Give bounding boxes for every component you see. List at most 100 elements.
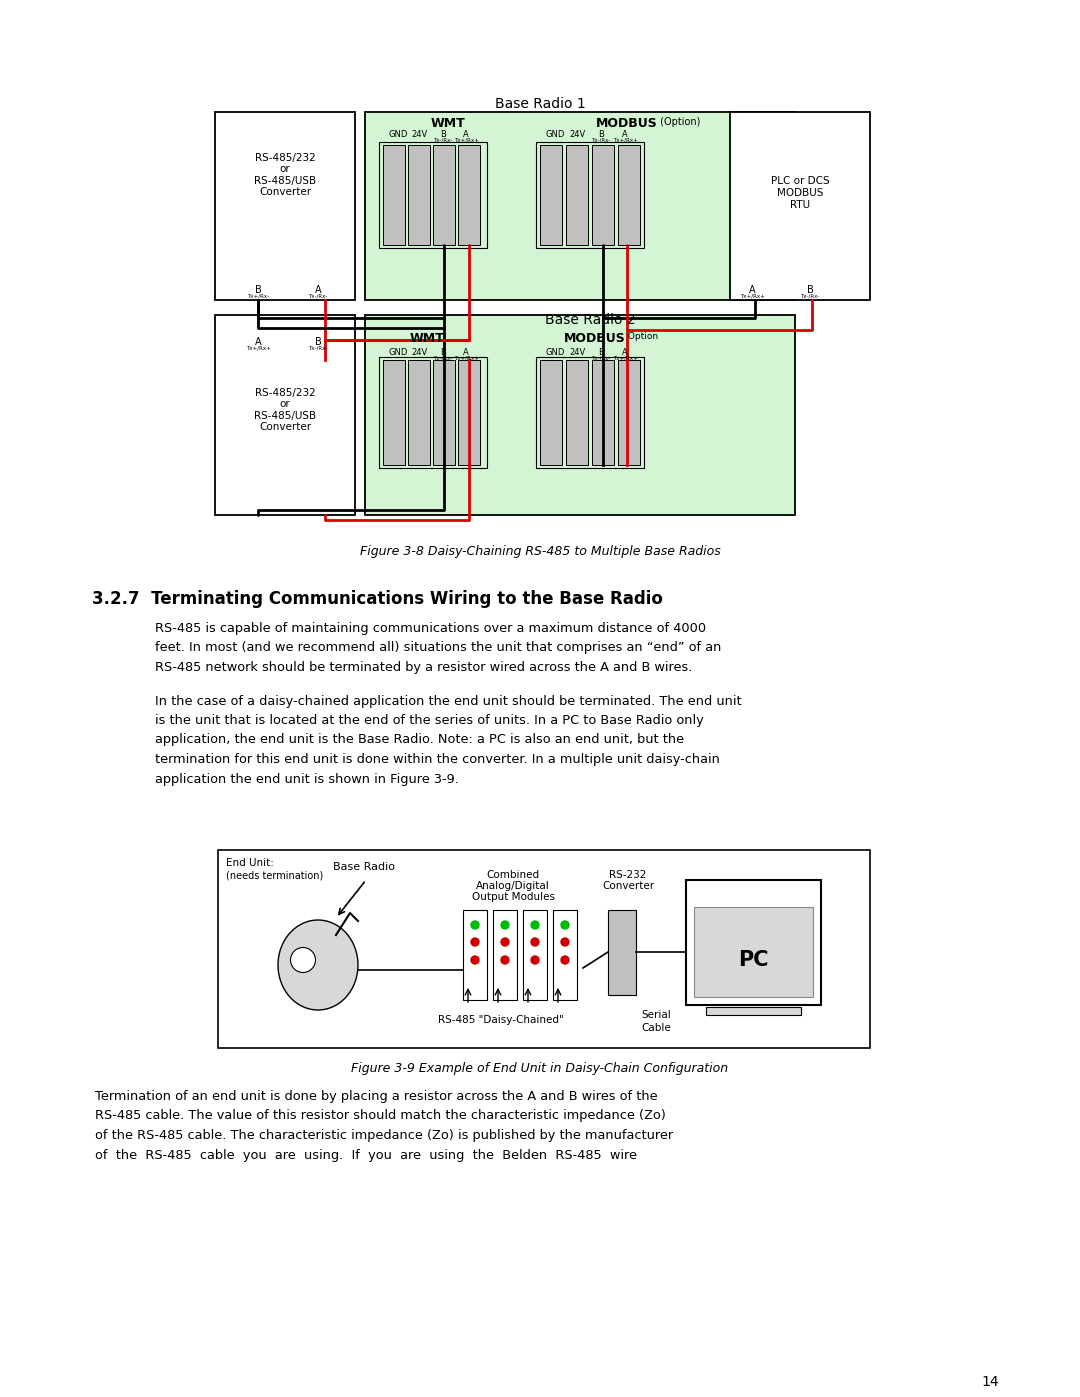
Text: RS-485 cable. The value of this resistor should match the characteristic impedan: RS-485 cable. The value of this resistor… [95,1109,666,1123]
Circle shape [531,956,539,964]
Circle shape [531,937,539,946]
Text: Tx-/Rx-: Tx-/Rx- [592,138,610,142]
Circle shape [471,937,480,946]
Text: (needs termination): (needs termination) [226,870,323,882]
Text: Tx+/Rx+: Tx+/Rx+ [454,356,478,360]
Text: Base Radio 2: Base Radio 2 [545,313,636,327]
Text: B: B [598,348,604,358]
Text: of  the  RS-485  cable  you  are  using.  If  you  are  using  the  Belden  RS-4: of the RS-485 cable you are using. If yo… [95,1148,637,1161]
Bar [463,909,487,1000]
Text: Converter: Converter [602,882,654,891]
Text: WMT: WMT [431,117,465,130]
Text: Tx+/Rx+: Tx+/Rx+ [612,138,637,142]
Bar [566,145,588,244]
Text: RS-485/232
or
RS-485/USB
Converter: RS-485/232 or RS-485/USB Converter [254,152,316,197]
Text: application, the end unit is the Base Radio. Note: a PC is also an end unit, but: application, the end unit is the Base Ra… [156,733,684,746]
Text: B: B [440,130,446,138]
Text: RS-232: RS-232 [609,870,647,880]
Text: Tx-/Rx-: Tx-/Rx- [433,356,453,360]
Bar [215,314,355,515]
Circle shape [561,937,569,946]
Bar [383,360,405,465]
Text: Tx-/Rx-: Tx-/Rx- [308,293,327,298]
Text: GND: GND [389,130,407,138]
Bar [553,909,577,1000]
Text: B: B [440,348,446,358]
Text: B: B [807,285,813,295]
Text: Combined: Combined [486,870,540,880]
Bar [383,145,405,244]
Bar [523,909,546,1000]
Text: A: A [255,337,261,346]
Text: GND: GND [389,348,407,358]
Bar [365,112,795,300]
Bar [686,880,821,1004]
Circle shape [501,956,509,964]
Bar [540,360,562,465]
Ellipse shape [291,947,315,972]
Text: Base Radio: Base Radio [333,862,395,872]
Bar [536,358,644,468]
Text: A: A [463,348,469,358]
Bar [492,909,517,1000]
Text: Tx-/Rx-: Tx-/Rx- [592,356,610,360]
Text: GND: GND [545,348,565,358]
Ellipse shape [278,921,357,1010]
Circle shape [561,921,569,929]
Bar [706,1007,801,1016]
Text: GND: GND [545,130,565,138]
Text: is the unit that is located at the end of the series of units. In a PC to Base R: is the unit that is located at the end o… [156,714,704,726]
Bar [618,360,640,465]
Text: Output Modules: Output Modules [472,893,554,902]
Text: Cable: Cable [642,1023,671,1032]
Text: (Option): (Option) [657,117,700,127]
Text: Base Radio 1: Base Radio 1 [495,96,585,110]
Text: WMT: WMT [409,332,444,345]
Text: Tx+/Rx+: Tx+/Rx+ [612,356,637,360]
Text: Figure 3-8 Daisy-Chaining RS-485 to Multiple Base Radios: Figure 3-8 Daisy-Chaining RS-485 to Mult… [360,545,720,557]
Bar [536,142,644,249]
Bar [365,314,795,515]
Bar [458,145,480,244]
Text: Serial: Serial [642,1010,671,1020]
Bar [566,360,588,465]
Bar [218,849,870,1048]
Text: 24V: 24V [570,130,586,138]
Circle shape [561,956,569,964]
Bar [608,909,636,995]
Text: B: B [598,130,604,138]
Text: PC: PC [738,950,768,970]
Circle shape [471,921,480,929]
Bar [433,145,455,244]
Text: A: A [314,285,322,295]
Text: Tx+/Rx+: Tx+/Rx+ [454,138,478,142]
Text: Tx+/Rx+: Tx+/Rx+ [740,293,765,298]
Circle shape [501,921,509,929]
Text: A: A [622,348,627,358]
Text: RS-485 "Daisy-Chained": RS-485 "Daisy-Chained" [438,1016,564,1025]
Bar [730,112,870,300]
Text: PLC or DCS
MODBUS
RTU: PLC or DCS MODBUS RTU [771,176,829,210]
Text: feet. In most (and we recommend all) situations the unit that comprises an “end”: feet. In most (and we recommend all) sit… [156,641,721,655]
Circle shape [471,956,480,964]
Text: Figure 3-9 Example of End Unit in Daisy-Chain Configuration: Figure 3-9 Example of End Unit in Daisy-… [351,1062,729,1076]
Bar [592,360,615,465]
Text: Termination of an end unit is done by placing a resistor across the A and B wire: Termination of an end unit is done by pl… [95,1090,658,1104]
Text: Tx-/Rx-: Tx-/Rx- [308,345,327,351]
Text: Tx+/Rx-: Tx+/Rx- [247,293,269,298]
Text: In the case of a daisy-chained application the end unit should be terminated. Th: In the case of a daisy-chained applicati… [156,694,742,707]
Bar [592,145,615,244]
Text: 24V: 24V [570,348,586,358]
Bar [408,360,430,465]
Text: of the RS-485 cable. The characteristic impedance (Zo) is published by the manuf: of the RS-485 cable. The characteristic … [95,1129,673,1141]
Text: RS-485/232
or
RS-485/USB
Converter: RS-485/232 or RS-485/USB Converter [254,387,316,433]
Text: 24V: 24V [411,130,428,138]
Text: application the end unit is shown in Figure 3-9.: application the end unit is shown in Fig… [156,773,459,785]
Bar [540,145,562,244]
Text: B: B [314,337,322,346]
Text: MODBUS: MODBUS [596,117,658,130]
Text: A: A [463,130,469,138]
Bar [215,112,355,300]
Text: B: B [255,285,261,295]
Text: Analog/Digital: Analog/Digital [476,882,550,891]
